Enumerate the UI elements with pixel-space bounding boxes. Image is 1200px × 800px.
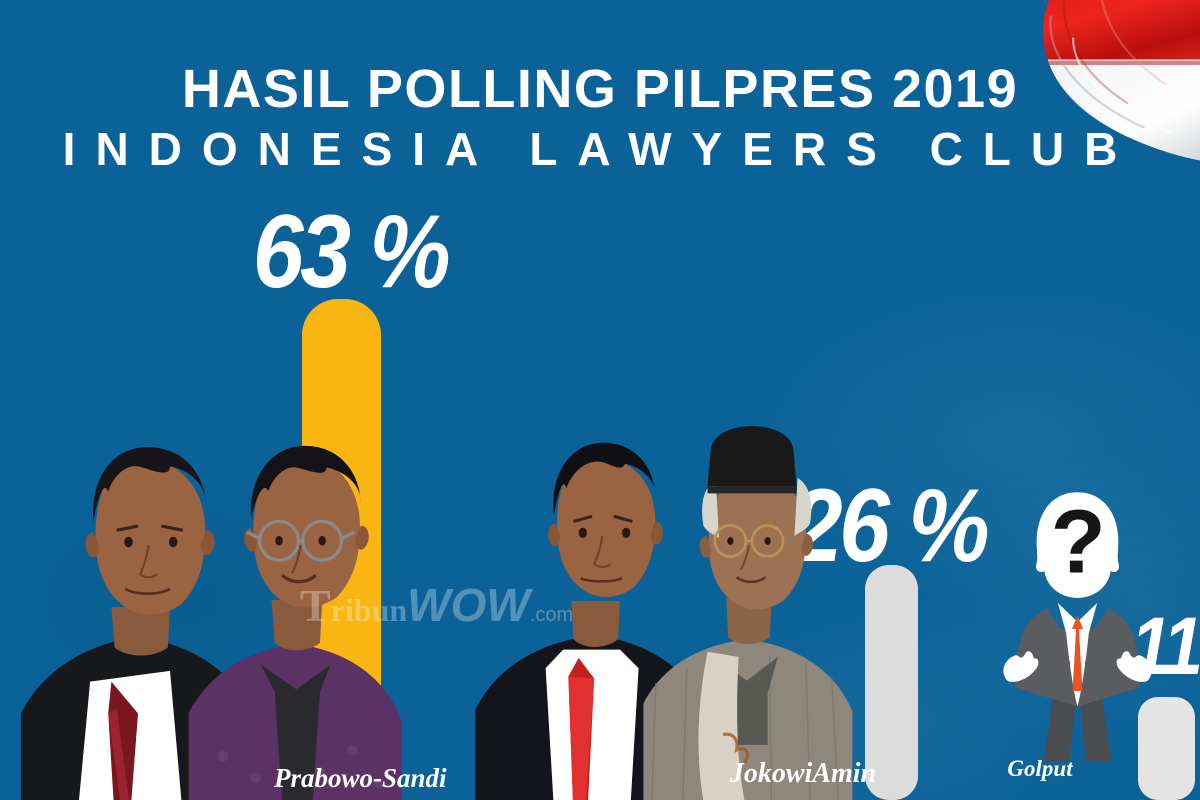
svg-text:?: ?	[1051, 492, 1106, 593]
